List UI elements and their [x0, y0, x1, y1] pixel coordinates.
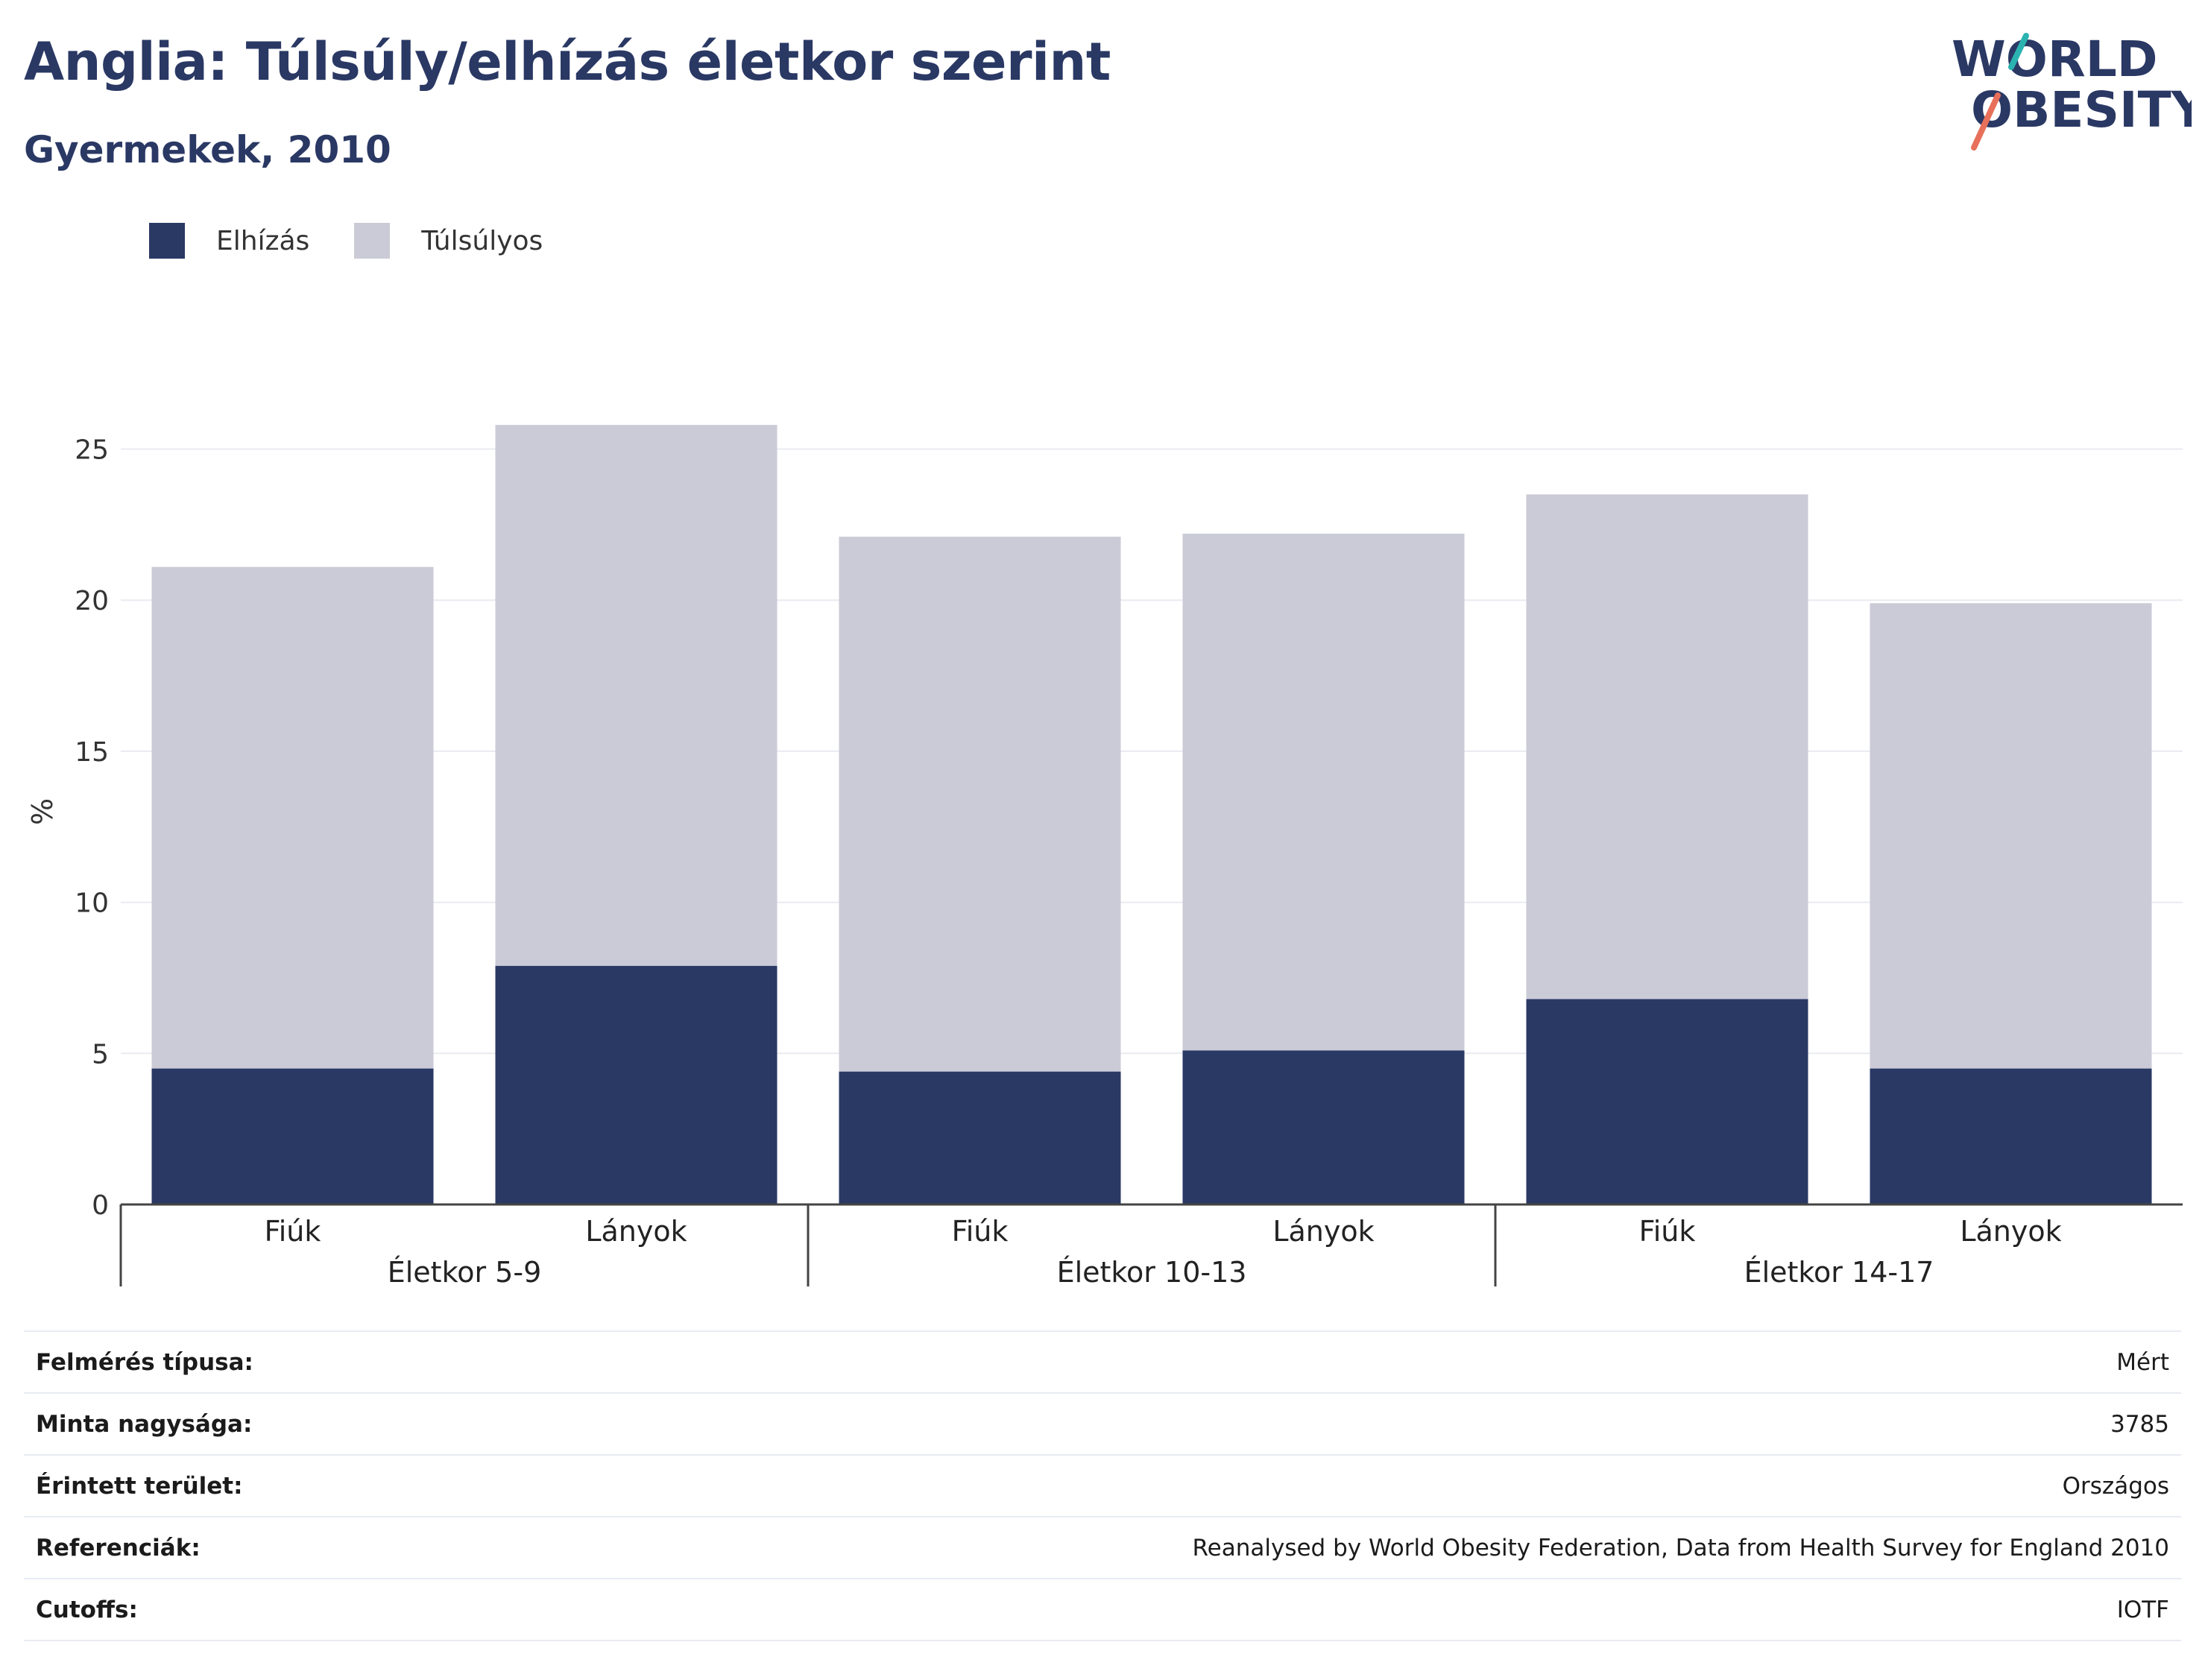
legend-item-tulsulyos[interactable]: Túlsúlyos [354, 223, 543, 259]
bar-tulsulyos [1182, 534, 1465, 1051]
bar-tulsulyos [1526, 494, 1808, 1000]
bar-tulsulyos [839, 537, 1121, 1072]
x-tick-label: Lányok [1960, 1215, 2061, 1248]
legend-swatch-tulsulyos [354, 223, 391, 259]
y-tick-label: 10 [75, 888, 109, 919]
x-tick-label: Fiúk [265, 1215, 321, 1248]
bar-elhizas [151, 1068, 434, 1204]
chart-title: Anglia: Túlsúly/elhízás életkor szerint [24, 31, 1111, 92]
chart-subtitle: Gyermekek, 2010 [24, 128, 391, 171]
logo-line1: WORLD [1952, 31, 2158, 88]
legend-item-elhizas[interactable]: Elhízás [149, 223, 309, 259]
legend-swatch-elhizas [149, 223, 185, 259]
info-row: Minta nagysága: 3785 [24, 1393, 2181, 1455]
bar-tulsulyos [151, 566, 434, 1069]
bar-elhizas [1182, 1050, 1465, 1204]
logo-teal-slash [2008, 33, 2029, 70]
info-value: Reanalysed by World Obesity Federation, … [1192, 1534, 2169, 1561]
bar-elhizas [495, 965, 777, 1204]
info-row: Érintett terület: Országos [24, 1455, 2181, 1517]
bar-elhizas [839, 1071, 1121, 1204]
info-key: Cutoffs: [36, 1596, 138, 1623]
info-key: Érintett terület: [36, 1472, 243, 1500]
bar-elhizas [1870, 1068, 2152, 1204]
y-tick-label: 0 [92, 1190, 109, 1221]
bar-tulsulyos [1870, 603, 2152, 1069]
chart-legend: Elhízás Túlsúlyos [149, 221, 587, 261]
info-row: Felmérés típusa: Mért [24, 1331, 2181, 1393]
legend-label: Elhízás [216, 225, 310, 256]
info-value: Mért [2116, 1348, 2169, 1376]
bar-elhizas [1526, 999, 1808, 1204]
y-tick-label: 25 [75, 435, 109, 466]
info-value: 3785 [2110, 1410, 2169, 1438]
group-label: Életkor 5-9 [388, 1256, 542, 1289]
info-value: IOTF [2116, 1596, 2169, 1623]
y-tick-label: 15 [75, 737, 109, 768]
stacked-bar-chart: 0 5 10 15 20 25% Fiúk Lányok Fiúk Lányok Fiúk Lányo… [26, 425, 2183, 1289]
bar-tulsulyos [495, 425, 777, 966]
x-tick-label: Fiúk [1639, 1215, 1696, 1248]
y-tick-label: 5 [92, 1039, 109, 1070]
survey-info-table: Felmérés típusa: Mért Minta nagysága: 3785 É… [24, 1330, 2181, 1641]
info-value: Országos [2062, 1472, 2169, 1500]
y-tick-label: 20 [75, 586, 109, 616]
group-label: Életkor 14-17 [1744, 1256, 1934, 1289]
info-key: Referenciák: [36, 1534, 201, 1561]
logo-coral-slash [1971, 92, 2001, 151]
x-tick-label: Lányok [585, 1215, 687, 1248]
info-row: Cutoffs: IOTF [24, 1579, 2181, 1640]
logo-line2: OBESITY [1971, 81, 2192, 139]
legend-label: Túlsúlyos [421, 225, 543, 256]
y-axis-title: % [26, 798, 59, 825]
world-obesity-logo: WORLD OBESITY [1952, 31, 2192, 151]
info-key: Felmérés típusa: [36, 1348, 253, 1376]
info-row: Referenciák: Reanalysed by World Obesity … [24, 1517, 2181, 1579]
x-tick-label: Fiúk [952, 1215, 1009, 1248]
x-tick-label: Lányok [1272, 1215, 1374, 1248]
info-key: Minta nagysága: [36, 1410, 253, 1438]
group-label: Életkor 10-13 [1057, 1256, 1247, 1289]
